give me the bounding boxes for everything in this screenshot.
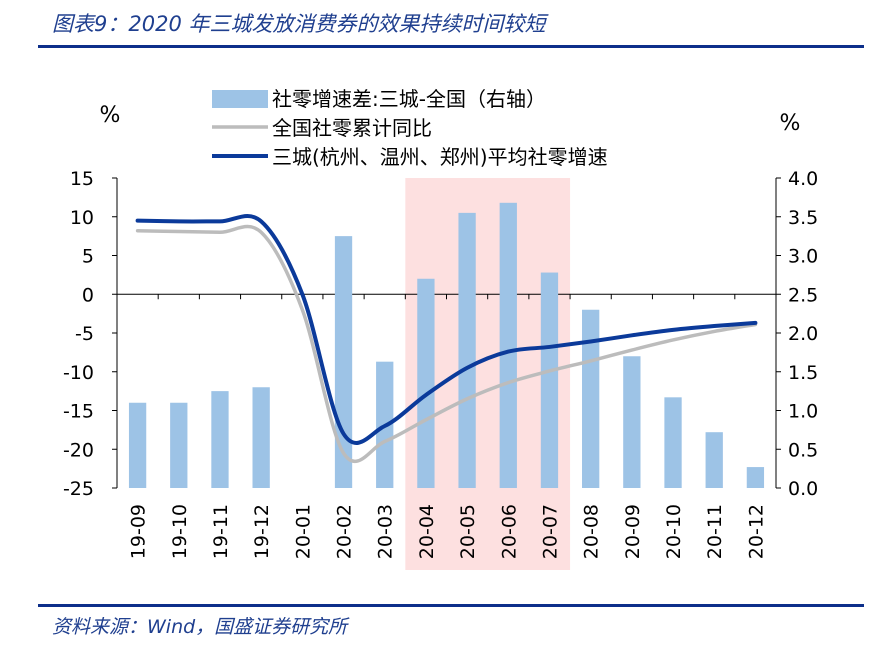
legend: 社零增速差:三城-全国（右轴） 全国社零累计同比三城(杭州、温州、郑州)平均社零增… xyxy=(212,87,608,169)
x-tick-label: 20-06 xyxy=(498,504,520,559)
x-tick-label: 19-12 xyxy=(251,504,273,559)
bar xyxy=(623,356,641,488)
three-city-line xyxy=(135,214,758,445)
x-tick-label: 20-02 xyxy=(334,504,356,559)
bar xyxy=(746,467,765,488)
bar xyxy=(128,402,147,488)
left-tick-label: -15 xyxy=(63,401,94,423)
x-tick-label: 19-10 xyxy=(169,504,191,559)
x-tick-label: 20-09 xyxy=(622,504,644,559)
bar xyxy=(458,212,476,488)
right-tick-label: 2.0 xyxy=(788,323,818,345)
legend-swatch xyxy=(212,90,268,108)
bar xyxy=(252,387,270,488)
top-divider xyxy=(38,45,864,48)
left-tick-label: 0 xyxy=(82,284,94,306)
right-tick-label: 4.0 xyxy=(788,168,818,190)
bar xyxy=(499,202,517,489)
right-tick-label: 0.5 xyxy=(788,439,818,461)
left-tick-label: 15 xyxy=(70,168,94,190)
x-tick-label: 20-11 xyxy=(704,504,726,559)
x-tick-label: 20-03 xyxy=(375,504,397,559)
legend-label: 全国社零累计同比 xyxy=(272,116,432,140)
right-tick-label: 2.5 xyxy=(788,284,818,306)
bar xyxy=(664,397,682,488)
left-tick-label: -5 xyxy=(75,323,94,345)
x-axis: 19-09 19-10 19-11 19-12 20-01 20-02 20-03 20-04… xyxy=(116,293,776,559)
bar xyxy=(417,278,435,488)
bar xyxy=(705,432,723,488)
x-tick-label: 20-01 xyxy=(292,504,314,559)
source-note: 资料来源：Wind，国盛证券研究所 xyxy=(52,616,348,638)
left-axis-unit: % xyxy=(100,103,121,128)
bottom-divider xyxy=(38,604,864,607)
bar xyxy=(582,309,600,488)
x-tick-label: 19-09 xyxy=(128,504,150,559)
x-tick-label: 20-10 xyxy=(663,504,685,559)
x-tick-label: 20-05 xyxy=(457,504,479,559)
left-axis: 15 10 5 0 -5 -10 -15 -20 -25 xyxy=(63,168,118,500)
bar xyxy=(540,272,559,488)
right-tick-label: 0.0 xyxy=(788,478,818,500)
legend-label: 三城(杭州、温州、郑州)平均社零增速 xyxy=(272,145,608,169)
right-tick-label: 1.0 xyxy=(788,401,818,423)
bar xyxy=(170,402,188,488)
left-tick-label: -20 xyxy=(63,439,94,461)
bar-series xyxy=(128,202,765,489)
right-tick-label: 3.5 xyxy=(788,207,818,229)
left-tick-label: 5 xyxy=(82,246,94,268)
left-tick-label: -25 xyxy=(63,478,94,500)
right-tick-label: 1.5 xyxy=(788,362,818,384)
bar xyxy=(211,391,229,488)
x-tick-label: 20-04 xyxy=(416,504,438,559)
chart-title: 图表9：2020 年三城发放消费券的效果持续时间较短 xyxy=(52,12,546,36)
right-axis: 4.0 3.5 3.0 2.5 2.0 1.5 1.0 0.5 0.0 xyxy=(775,168,818,500)
line-series xyxy=(135,214,758,463)
right-tick-label: 3.0 xyxy=(788,246,818,268)
legend-label: 社零增速差:三城-全国（右轴） xyxy=(272,87,546,111)
left-tick-label: 10 xyxy=(70,207,94,229)
left-tick-label: -10 xyxy=(63,362,94,384)
x-tick-label: 19-11 xyxy=(210,504,232,559)
x-tick-label: 20-12 xyxy=(745,504,767,559)
right-axis-unit: % xyxy=(780,111,801,136)
national-line xyxy=(135,224,758,463)
x-tick-label: 20-07 xyxy=(539,504,561,559)
x-tick-label: 20-08 xyxy=(581,504,603,559)
